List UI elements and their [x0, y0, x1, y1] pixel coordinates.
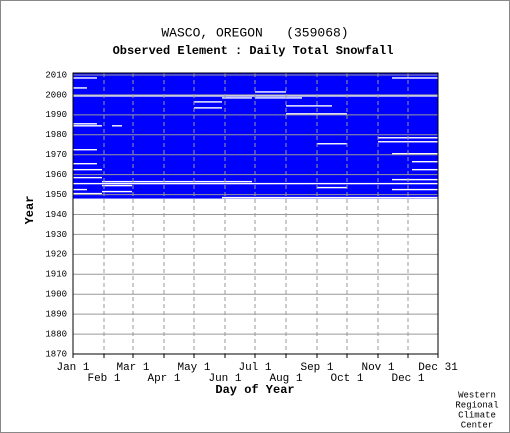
data-gap: [392, 153, 438, 155]
y-tick-label: 1890: [45, 310, 67, 320]
plot-border: [72, 72, 439, 355]
data-gap: [73, 77, 97, 79]
footnote: Western: [458, 390, 496, 400]
x-tick-label: May 1: [177, 362, 210, 374]
chart-subtitle: Observed Element : Daily Total Snowfall: [113, 44, 394, 58]
data-gap: [392, 77, 438, 79]
y-tick-label: 1980: [45, 130, 67, 140]
data-gap: [222, 196, 438, 199]
x-tick-label: Dec 31: [418, 362, 458, 374]
data-gap: [412, 160, 438, 163]
coverage-block: [73, 73, 438, 199]
x-tick-label: Apr 1: [147, 373, 180, 385]
data-gap: [73, 176, 102, 179]
y-tick-label: 2000: [45, 90, 67, 100]
data-gap: [194, 107, 222, 109]
y-tick-label: 1950: [45, 190, 67, 200]
data-gap: [286, 105, 332, 107]
data-gap: [255, 91, 286, 93]
data-gap: [102, 190, 132, 193]
x-tick-label: Oct 1: [330, 373, 363, 385]
footnote: Climate: [458, 410, 496, 420]
data-gap: [378, 141, 438, 143]
data-gap: [73, 123, 97, 125]
data-gap: [317, 143, 347, 145]
data-gap: [286, 113, 347, 115]
x-tick-label: Jul 1: [238, 362, 271, 374]
data-gap: [102, 184, 132, 187]
y-tick-label: 1920: [45, 250, 67, 260]
y-tick-label: 1990: [45, 110, 67, 120]
x-tick-label: Jun 1: [208, 373, 241, 385]
x-axis-label: Day of Year: [215, 383, 294, 397]
data-gap: [73, 87, 87, 89]
data-gap: [317, 186, 347, 189]
x-tick-label: Feb 1: [87, 373, 120, 385]
data-gap: [73, 182, 438, 185]
y-tick-label: 1940: [45, 210, 67, 220]
data-gap: [102, 180, 252, 183]
data-gap: [73, 149, 97, 151]
data-gap: [112, 125, 122, 127]
y-axis-label: Year: [23, 196, 37, 225]
y-tick-label: 1870: [45, 349, 67, 359]
y-tick-label: 1960: [45, 170, 67, 180]
data-gap: [392, 188, 438, 191]
x-tick-label: Nov 1: [361, 362, 394, 374]
x-tick-label: Dec 1: [391, 373, 424, 385]
data-gap: [222, 97, 252, 99]
data-gap: [73, 192, 102, 195]
data-gap: [412, 168, 438, 171]
x-tick-label: Sep 1: [300, 362, 333, 374]
chart-title: WASCO, OREGON (359068): [161, 25, 348, 40]
footnote: Center: [461, 420, 493, 430]
data-gap: [73, 125, 102, 127]
x-tick-label: Jan 1: [56, 362, 89, 374]
y-tick-label: 2010: [45, 70, 67, 80]
y-tick-label: 1930: [45, 230, 67, 240]
data-gap: [73, 168, 102, 171]
footnote: Regional: [455, 400, 498, 410]
data-gap: [194, 101, 222, 103]
y-tick-label: 1880: [45, 329, 67, 339]
x-tick-label: Aug 1: [269, 373, 302, 385]
y-tick-label: 1910: [45, 270, 67, 280]
y-tick-label: 1900: [45, 290, 67, 300]
data-gap: [73, 162, 97, 165]
x-tick-label: Mar 1: [116, 362, 149, 374]
data-gap: [392, 178, 438, 181]
data-gap: [255, 97, 302, 99]
y-tick-label: 1970: [45, 150, 67, 160]
data-gap: [73, 188, 87, 191]
